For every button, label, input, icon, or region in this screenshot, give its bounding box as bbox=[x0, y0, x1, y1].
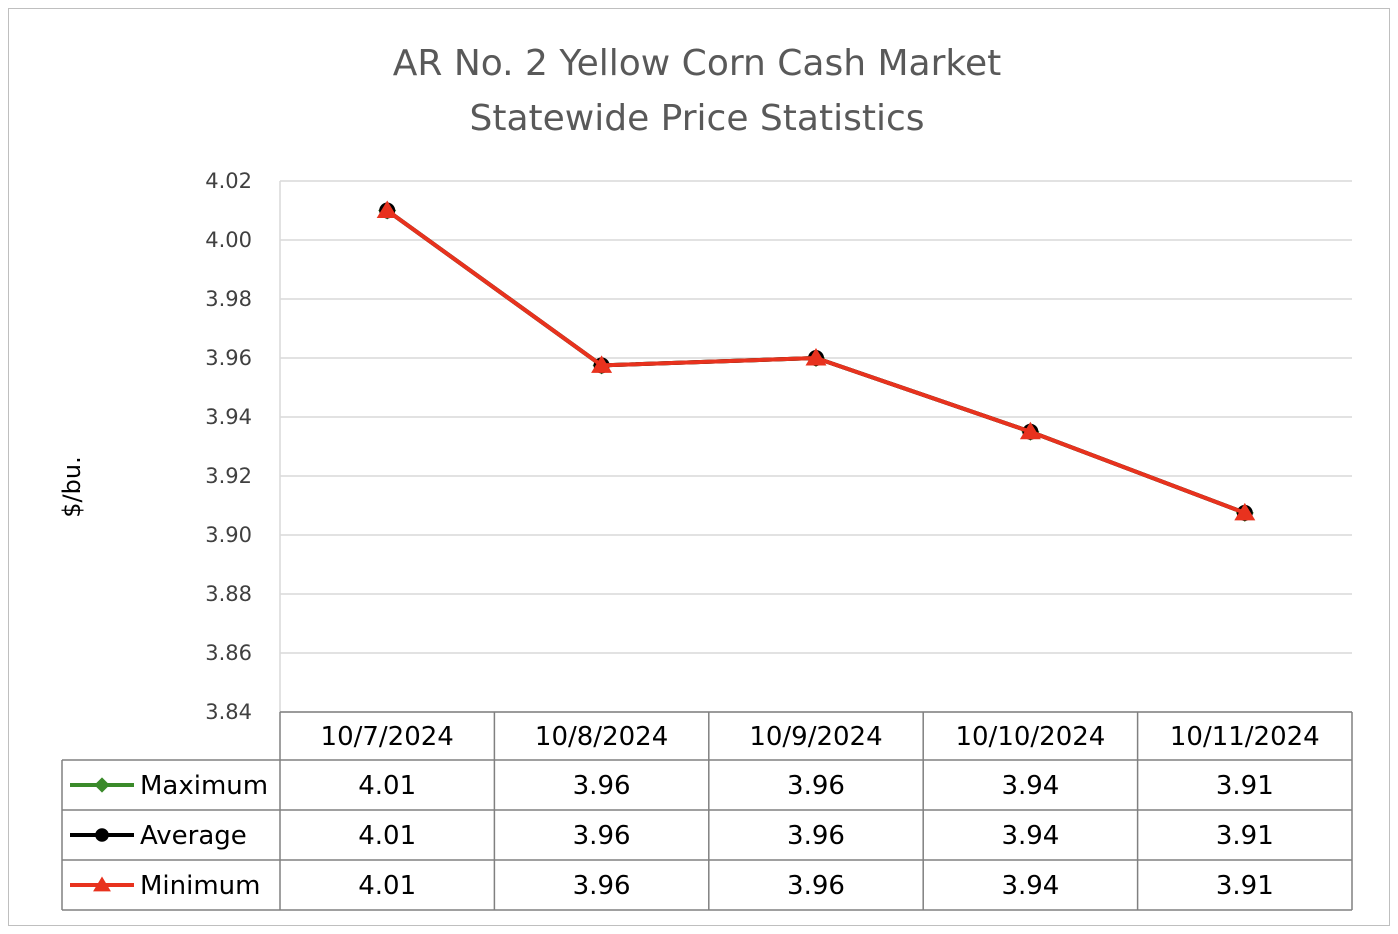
y-tick-label: 3.90 bbox=[205, 523, 252, 547]
y-tick-label: 3.96 bbox=[205, 346, 252, 370]
series-lines bbox=[376, 200, 1256, 522]
data-label: 3.94 bbox=[1001, 871, 1059, 901]
data-label: 3.96 bbox=[787, 871, 845, 901]
data-label: 4.01 bbox=[358, 871, 416, 901]
y-tick-label: 3.98 bbox=[205, 287, 252, 311]
grid-lines bbox=[279, 180, 1352, 713]
chart-title-line-2: Statewide Price Statistics bbox=[469, 98, 924, 139]
y-tick-label: 4.02 bbox=[205, 169, 252, 193]
data-point-minimum bbox=[1234, 502, 1256, 521]
data-point-minimum bbox=[591, 355, 613, 373]
chart-title-line-1: AR No. 2 Yellow Corn Cash Market bbox=[393, 43, 1001, 84]
data-point-minimum bbox=[805, 348, 827, 366]
data-label: 3.96 bbox=[787, 821, 845, 851]
data-label: 3.91 bbox=[1216, 871, 1274, 901]
data-label: 4.01 bbox=[358, 821, 416, 851]
data-label: 3.96 bbox=[787, 771, 845, 801]
data-label: 3.94 bbox=[1001, 771, 1059, 801]
legend-entry: Minimum bbox=[140, 871, 261, 901]
legend-entry: Average bbox=[140, 821, 247, 851]
data-table: 10/7/2024 10/8/2024 10/9/2024 10/10/2024 10/… bbox=[61, 711, 1353, 911]
y-axis-label: $/bu. bbox=[58, 456, 86, 517]
chart-title: AR No. 2 Yellow Corn Cash Market Statewi… bbox=[393, 43, 1001, 139]
data-label: 3.91 bbox=[1216, 821, 1274, 851]
data-label: 3.91 bbox=[1216, 771, 1274, 801]
x-category-label: 10/11/2024 bbox=[1170, 722, 1320, 752]
data-label: 4.01 bbox=[358, 771, 416, 801]
y-tick-label: 4.00 bbox=[205, 228, 252, 252]
x-category-label: 10/10/2024 bbox=[955, 722, 1105, 752]
data-label: 3.96 bbox=[573, 821, 631, 851]
y-tick-label: 3.88 bbox=[205, 582, 252, 606]
data-point-minimum bbox=[376, 200, 398, 218]
data-label: 3.96 bbox=[573, 771, 631, 801]
y-tick-label: 3.84 bbox=[205, 700, 252, 724]
legend-entry: Maximum bbox=[140, 771, 268, 801]
y-axis-ticks: 4.02 4.00 3.98 3.96 3.94 3.92 3.90 3.88 3.86 3.84 bbox=[205, 169, 252, 724]
data-label: 3.96 bbox=[573, 871, 631, 901]
chart-frame bbox=[8, 8, 1390, 926]
x-category-label: 10/7/2024 bbox=[321, 722, 454, 752]
x-category-label: 10/8/2024 bbox=[535, 722, 668, 752]
data-point-minimum bbox=[1019, 421, 1041, 440]
x-category-label: 10/9/2024 bbox=[749, 722, 882, 752]
legend-key-marker bbox=[93, 876, 111, 892]
y-tick-label: 3.86 bbox=[205, 641, 252, 665]
legend-key-marker bbox=[94, 777, 110, 793]
legend-key-marker bbox=[95, 828, 109, 842]
y-tick-label: 3.92 bbox=[205, 464, 252, 488]
data-label: 3.94 bbox=[1001, 821, 1059, 851]
y-tick-label: 3.94 bbox=[205, 405, 252, 429]
